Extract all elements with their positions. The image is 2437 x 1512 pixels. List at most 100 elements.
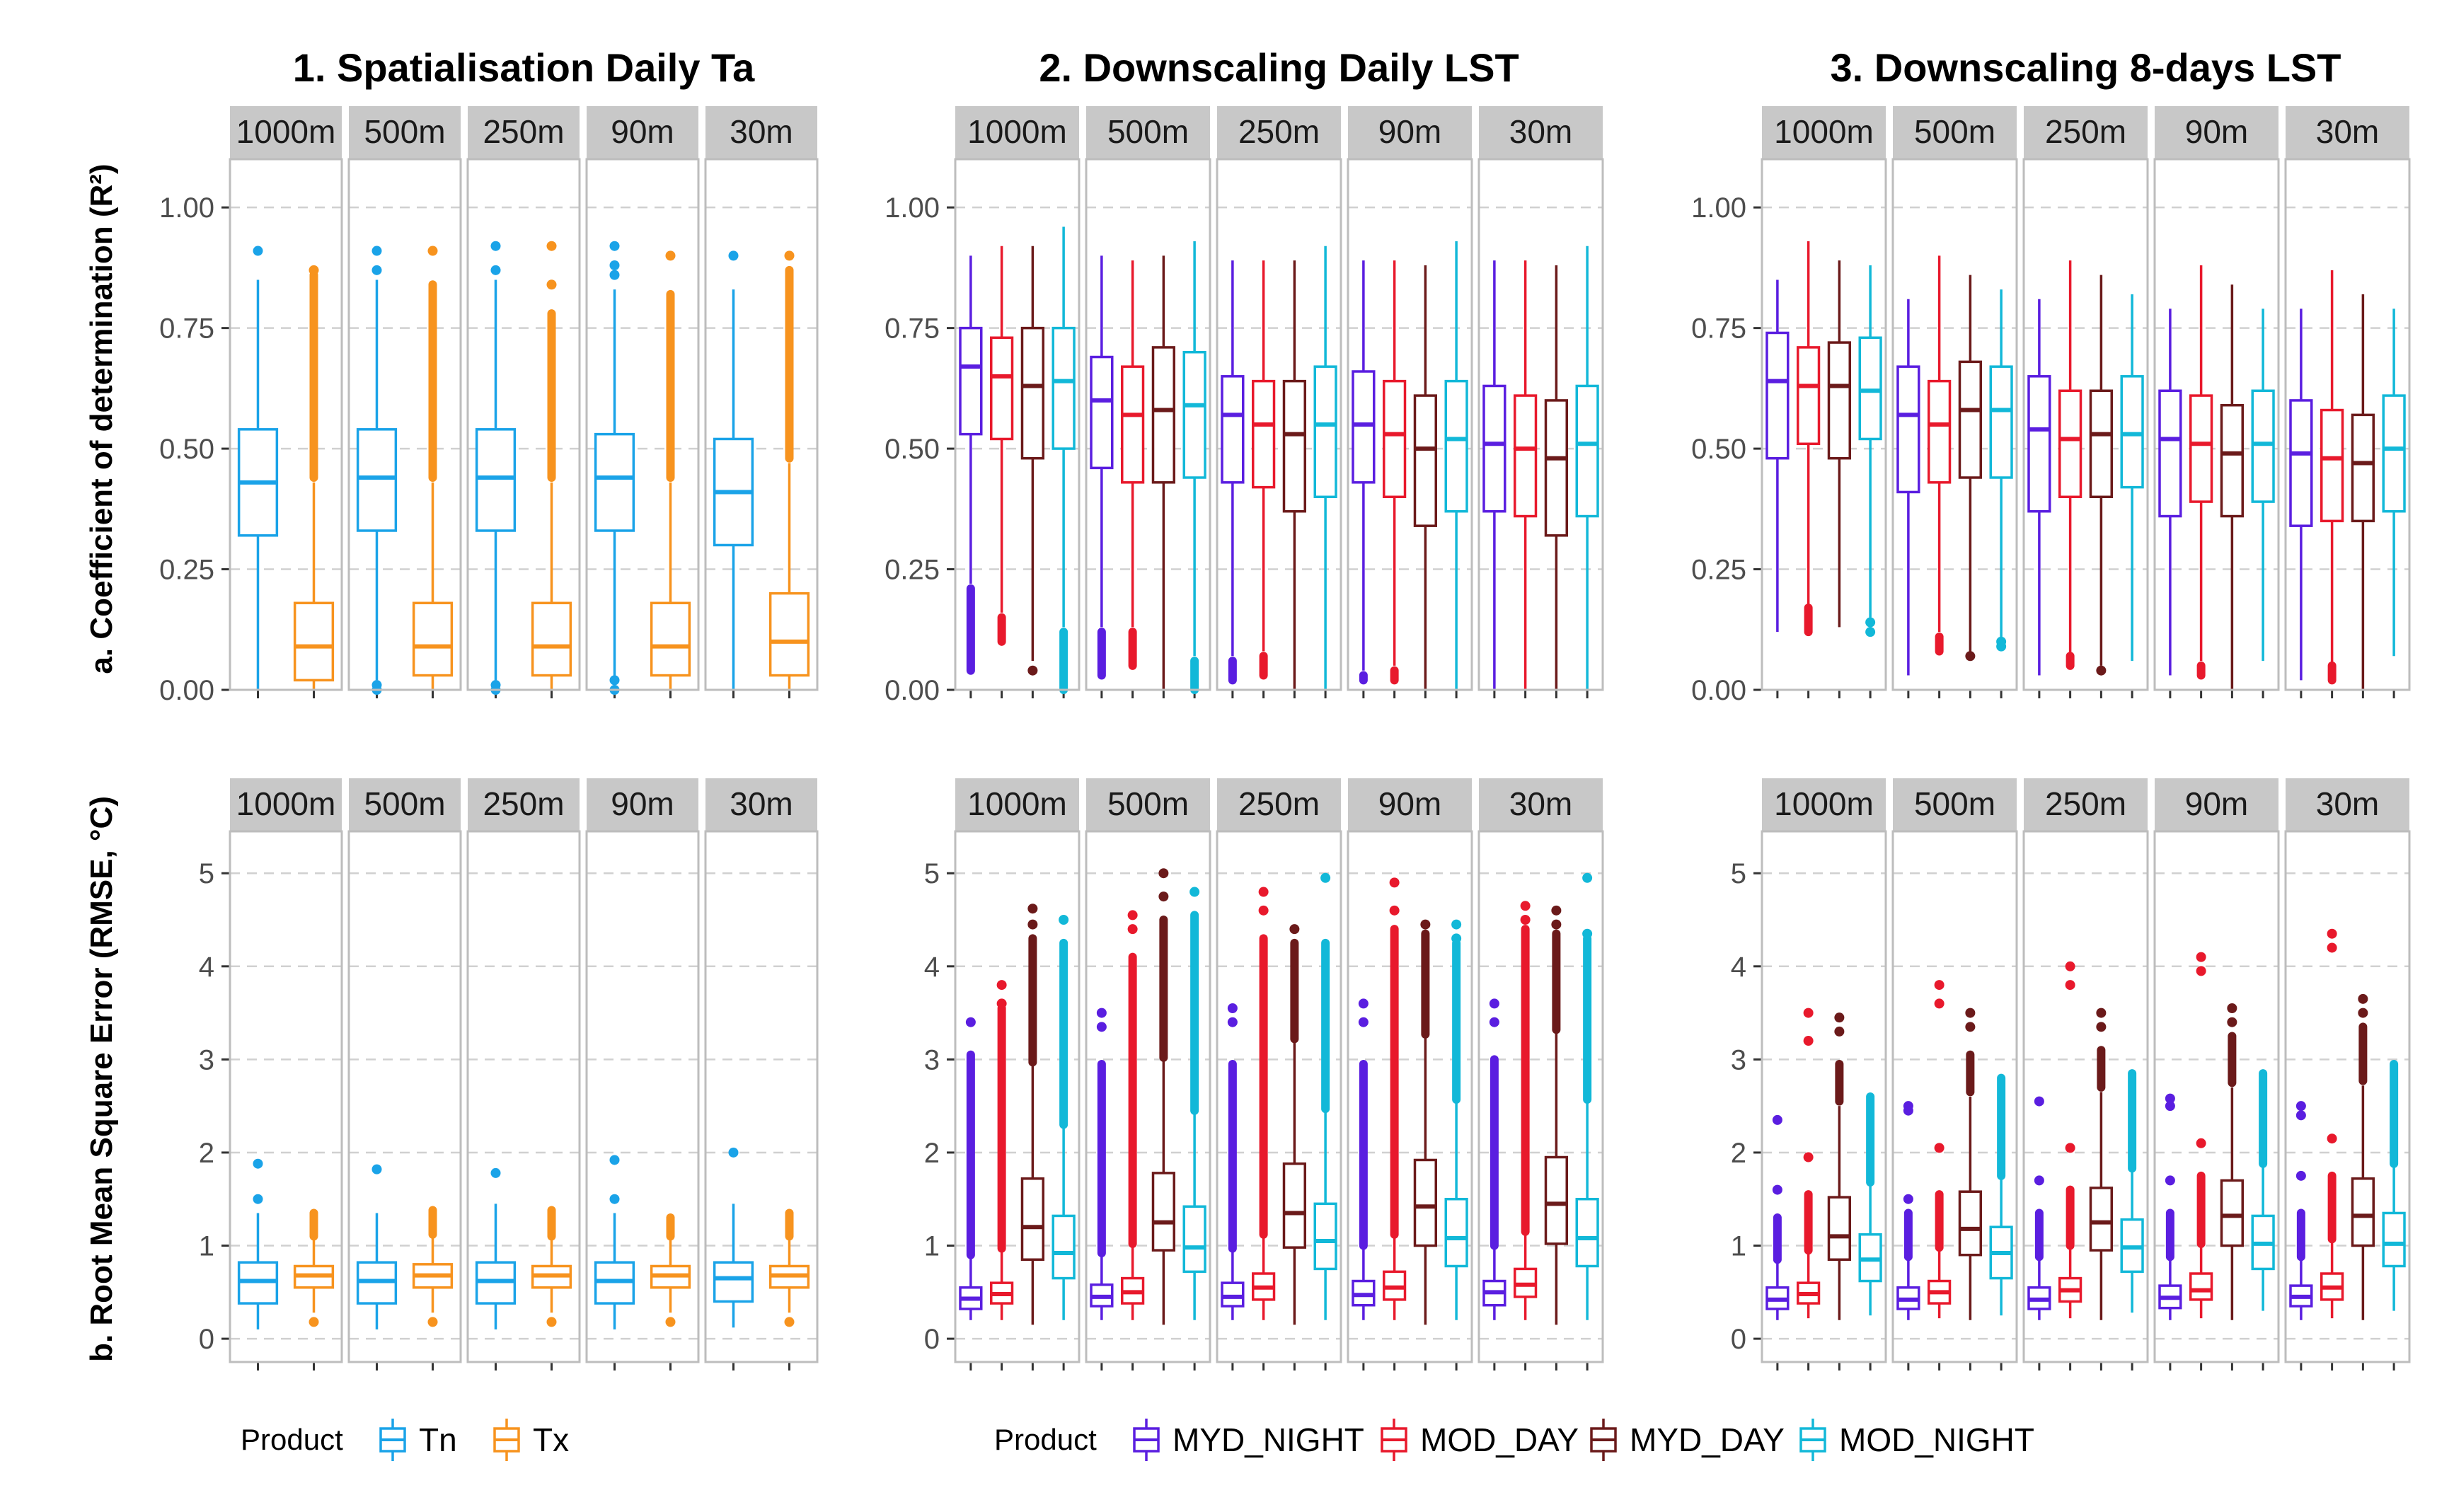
iqr-box <box>1989 365 2013 479</box>
outlier-point <box>609 241 620 251</box>
panel-border <box>1085 158 1211 691</box>
iqr-box <box>1151 1172 1175 1252</box>
outlier-point <box>1803 1036 1814 1046</box>
box-mod-day <box>1797 1008 1821 1370</box>
outlier-point <box>1027 904 1038 914</box>
panel-border <box>954 830 1081 1363</box>
legend-entry-mod-night: MOD_NIGHT <box>1799 1419 2034 1461</box>
row-label-rmse: b. Root Mean Square Error (RMSE, °C) <box>84 796 119 1362</box>
panel-border <box>585 158 700 691</box>
iqr-box <box>1221 375 1245 484</box>
y-tick-label: 5 <box>924 858 940 889</box>
iqr-box <box>1444 379 1468 513</box>
iqr-box <box>1151 346 1175 484</box>
outlier-point <box>965 1017 976 1027</box>
box-tn <box>237 246 279 698</box>
facet-panel: 90m <box>585 106 700 698</box>
iqr-box <box>2189 394 2213 503</box>
box-myd-day <box>1282 260 1306 698</box>
box-myd-day <box>2220 1003 2244 1370</box>
iqr-box <box>1413 1158 1437 1247</box>
facet-strip <box>2286 778 2409 831</box>
y-tick-label: 0.50 <box>885 434 940 465</box>
box-mod-day <box>1121 910 1145 1370</box>
box-myd-night <box>1090 1008 1114 1370</box>
box-tn <box>594 1155 635 1370</box>
facet-panel: 30m <box>2284 106 2411 698</box>
outlier-point <box>546 279 557 290</box>
outlier-point <box>2096 1022 2107 1032</box>
y-tick-label: 0 <box>199 1324 214 1355</box>
legend-label: Tn <box>419 1421 457 1458</box>
y-tick-label: 3 <box>1731 1044 1746 1075</box>
outlier-point <box>2165 1093 2175 1104</box>
iqr-box <box>1052 1214 1076 1280</box>
chart-4: 0 1 2 3 4 5 1000m 500m 250m 90m 30m <box>199 778 819 1370</box>
box-myd-day <box>1413 265 1437 698</box>
panel-border <box>1477 830 1604 1363</box>
box-mod-day <box>1797 241 1821 698</box>
facet-label: 30m <box>1509 113 1572 150</box>
facet-strip <box>2155 778 2278 831</box>
facet-strip <box>1893 778 2017 831</box>
iqr-box <box>1383 379 1407 499</box>
box-mod-day <box>1928 980 1952 1370</box>
legend-label: Tx <box>533 1421 569 1458</box>
box-myd-day <box>1827 1012 1851 1370</box>
iqr-box <box>2120 375 2144 489</box>
box-mod-night <box>1052 915 1076 1370</box>
y-tick-label: 5 <box>1731 858 1746 889</box>
iqr-box <box>1313 1202 1337 1271</box>
outlier-point <box>1803 1008 1814 1018</box>
iqr-box <box>1896 365 1920 494</box>
facet-strip <box>2024 106 2148 159</box>
legend-label: MOD_DAY <box>1420 1421 1579 1458</box>
legend-2: Product MYD_NIGHT MOD_DAY MYD_DAY MOD_NIGHT <box>994 1419 2034 1461</box>
outlier-point <box>1027 665 1038 676</box>
facet-label: 250m <box>483 785 564 822</box>
box-mod-night <box>1575 246 1599 698</box>
box-mod-night <box>1989 1073 2013 1370</box>
y-tick-label: 3 <box>199 1044 214 1075</box>
box-myd-day <box>1958 1008 1982 1370</box>
iqr-box <box>412 601 454 677</box>
facet-label: 30m <box>1509 785 1572 822</box>
y-tick-label: 0.25 <box>885 555 940 586</box>
iqr-box <box>1121 365 1145 484</box>
iqr-box <box>1020 1177 1044 1262</box>
box-tn <box>713 250 754 698</box>
box-mod-night <box>1444 919 1468 1370</box>
outlier-point <box>609 1155 620 1165</box>
facet-strip <box>705 106 817 159</box>
panel-border <box>347 158 462 691</box>
outlier-point <box>1358 1017 1369 1027</box>
y-tick-label: 4 <box>924 952 940 983</box>
facet-panel: 500m <box>1891 778 2018 1370</box>
outlier-point <box>2327 928 2337 939</box>
iqr-box <box>531 601 572 677</box>
box-mod-day <box>990 980 1014 1370</box>
panel-border <box>1891 830 2018 1363</box>
box-myd-night <box>2027 299 2051 698</box>
legend-entry-tn: Tn <box>379 1419 457 1461</box>
panel-border <box>2153 830 2280 1363</box>
chart-title: 2. Downscaling Daily LST <box>1039 45 1519 90</box>
outlier-point <box>2295 1170 2306 1181</box>
box-mod-night <box>2251 308 2275 698</box>
box-tn <box>475 1167 517 1370</box>
outlier-point <box>1965 1008 1976 1018</box>
facet-label: 90m <box>1378 785 1441 822</box>
y-tick-label: 4 <box>199 952 214 983</box>
box-mod-night <box>1313 872 1337 1370</box>
chart-2: 2. Downscaling Daily LST 0.00 0.25 0.50 0.75… <box>885 45 1604 706</box>
facet-strip <box>955 106 1079 159</box>
outlier-point <box>1489 1017 1499 1027</box>
panel-background <box>1348 831 1472 1362</box>
facet-strip <box>1762 778 1886 831</box>
facet-strip <box>1348 778 1472 831</box>
panel-border <box>585 830 700 1363</box>
outlier-point <box>1520 901 1531 911</box>
panel-border <box>229 830 343 1363</box>
facet-label: 30m <box>730 113 793 150</box>
